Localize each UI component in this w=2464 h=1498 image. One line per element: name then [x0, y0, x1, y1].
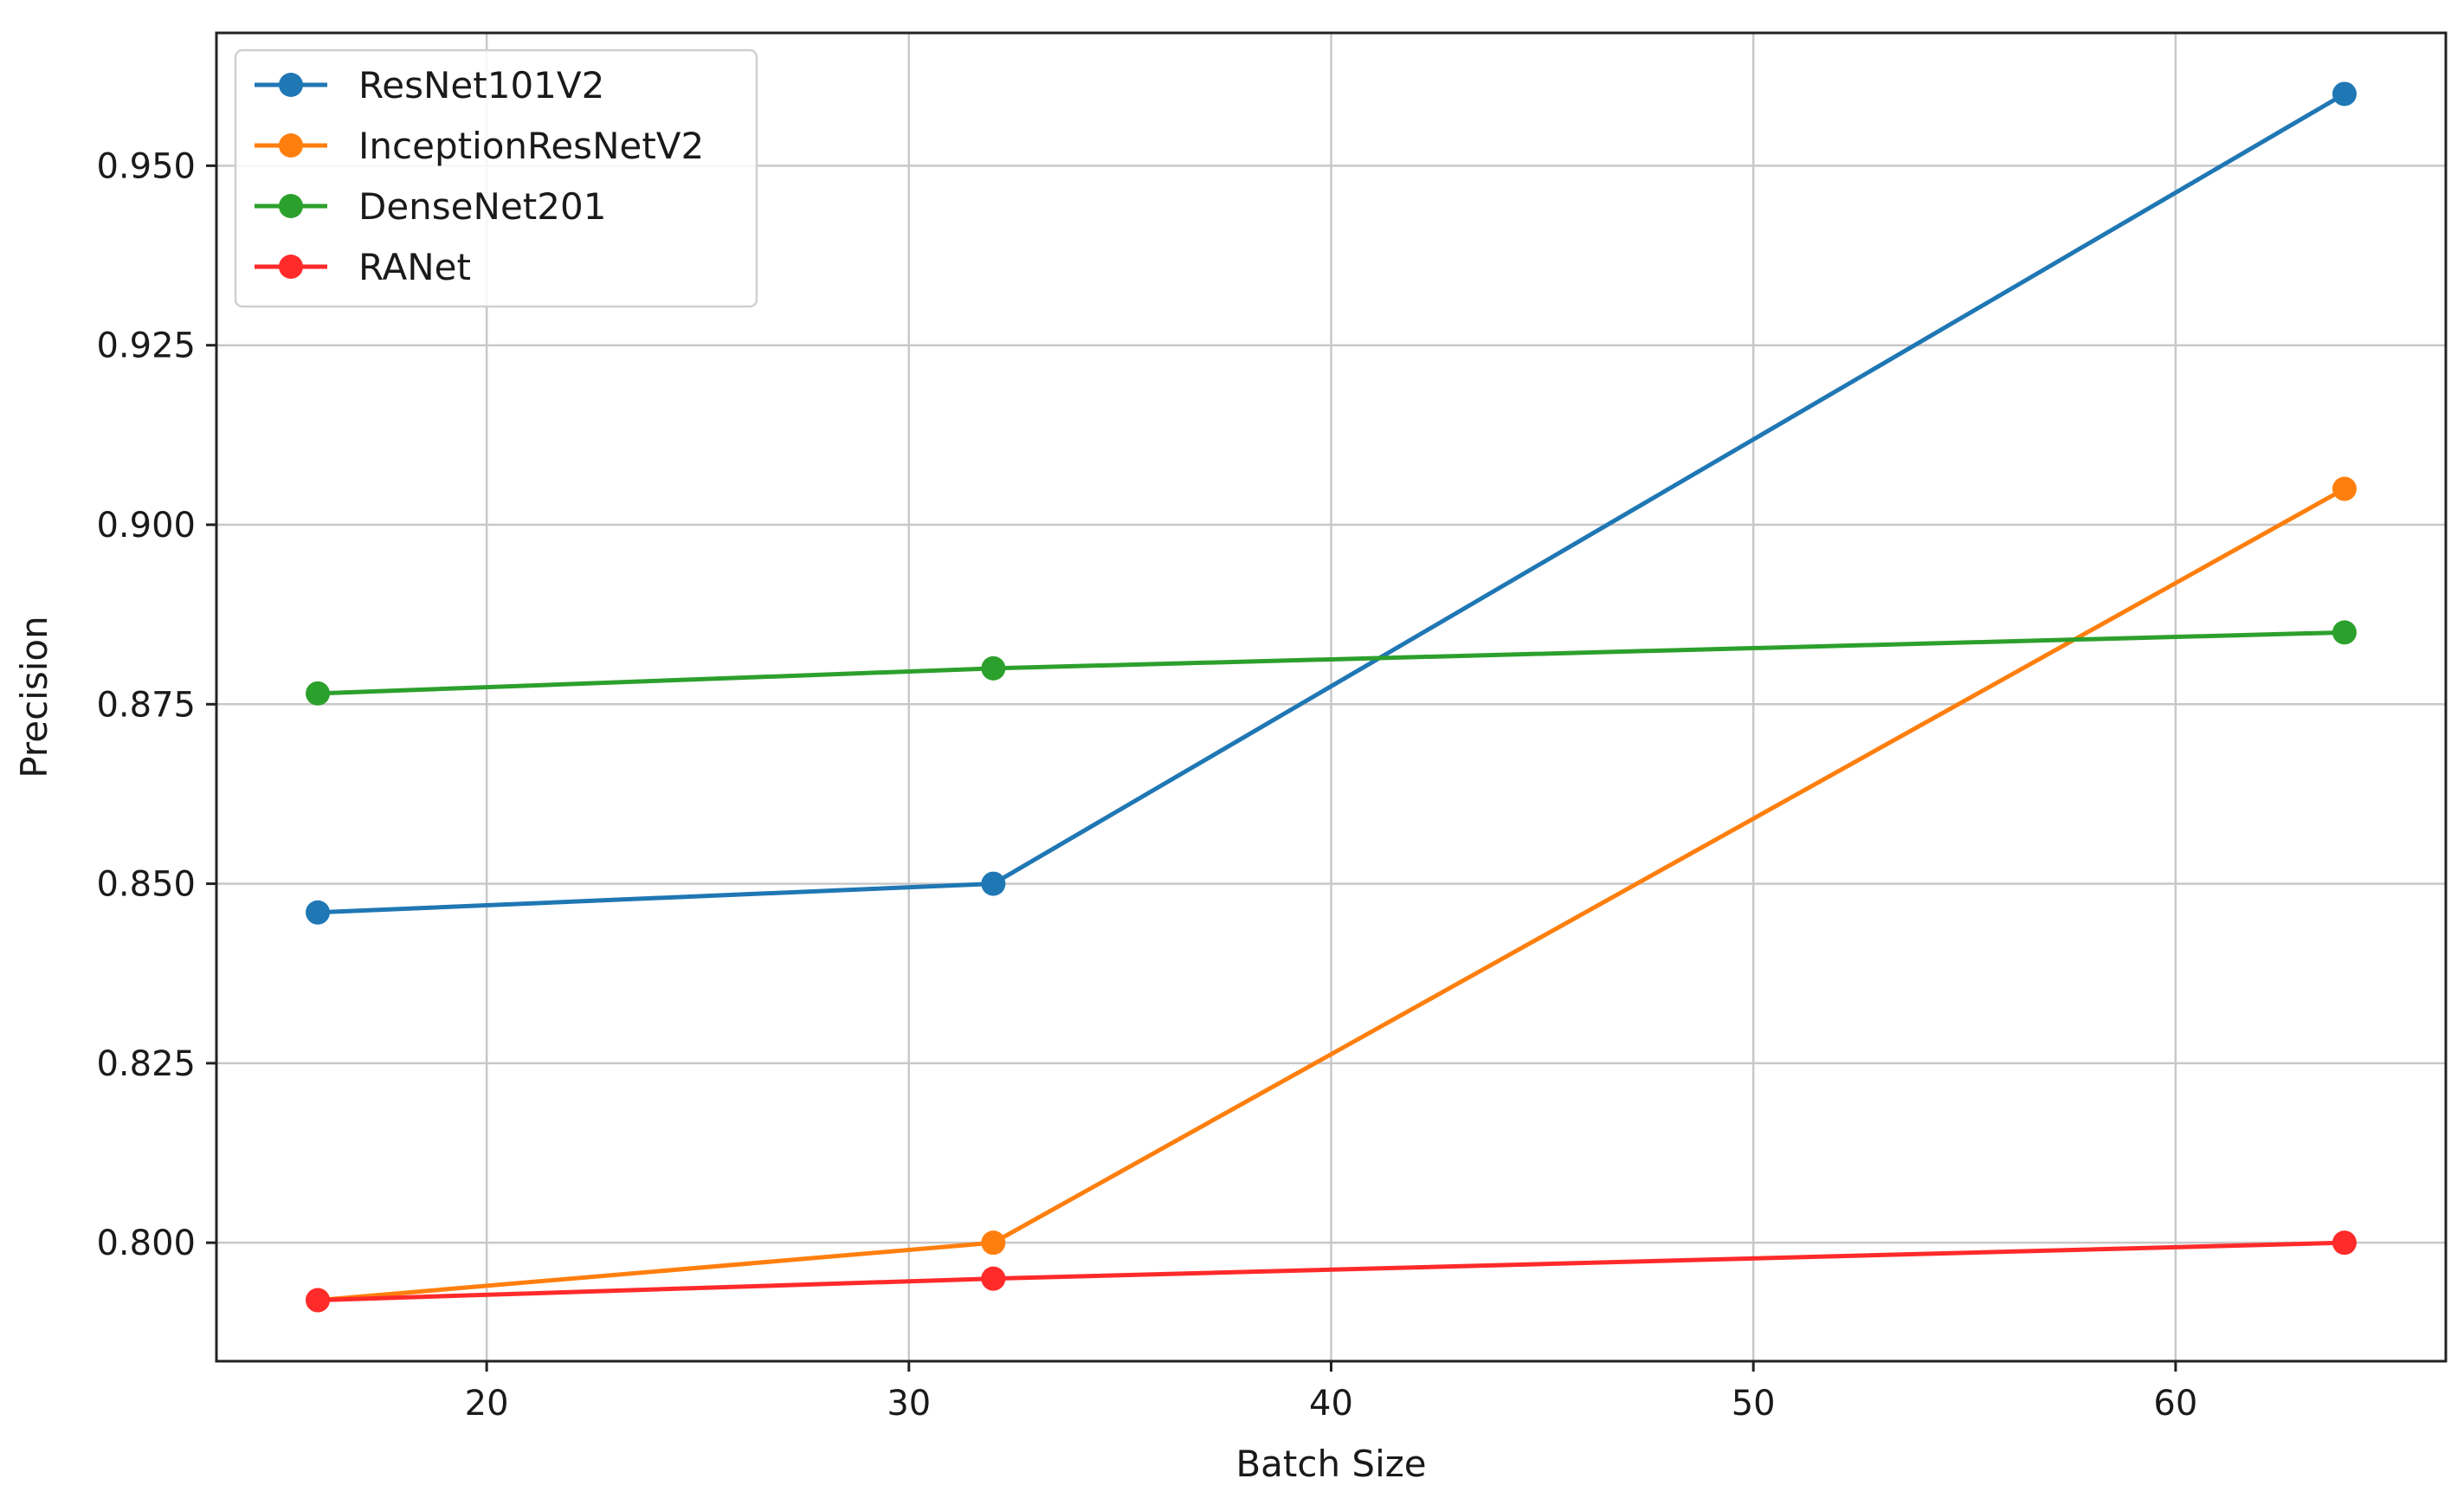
- y-tick-label: 0.825: [96, 1044, 196, 1084]
- x-axis-title: Batch Size: [1235, 1443, 1426, 1485]
- y-tick-label: 0.950: [96, 146, 196, 186]
- data-point-inceptionresnetv2: [2332, 476, 2357, 501]
- data-point-resnet101v2: [306, 900, 331, 925]
- legend-swatch-marker: [279, 73, 303, 97]
- legend-label: RANet: [358, 246, 471, 288]
- legend-swatch-marker: [279, 194, 303, 218]
- ticks-layer: 20 30 40 50 60 0.800 0.825 0.850 0.875 0.900 0.925…: [96, 146, 2197, 1424]
- data-point-densenet201: [306, 681, 331, 706]
- x-tick-label: 20: [465, 1384, 509, 1424]
- x-tick-label: 30: [887, 1384, 931, 1424]
- legend-label: InceptionResNetV2: [358, 125, 704, 167]
- y-tick-label: 0.875: [96, 685, 196, 725]
- series-ranet: [306, 1230, 2357, 1313]
- data-point-inceptionresnetv2: [981, 1230, 1006, 1256]
- y-axis-title: Precision: [13, 616, 55, 778]
- y-tick-label: 0.900: [96, 506, 196, 546]
- series-densenet201: [306, 620, 2357, 706]
- legend-item-resnet101v2: ResNet101V2: [255, 64, 604, 107]
- legend-label: ResNet101V2: [358, 64, 604, 107]
- legend-swatch-marker: [279, 133, 303, 158]
- x-tick-label: 60: [2153, 1384, 2197, 1424]
- data-point-resnet101v2: [981, 871, 1006, 896]
- legend-item-ranet: RANet: [255, 246, 471, 288]
- legend-item-inceptionresnetv2: InceptionResNetV2: [255, 125, 704, 167]
- data-point-densenet201: [981, 655, 1006, 681]
- legend: ResNet101V2 InceptionResNetV2 DenseNet201 R…: [234, 48, 758, 308]
- y-tick-label: 0.925: [96, 326, 196, 366]
- y-tick-label: 0.850: [96, 865, 196, 905]
- data-point-ranet: [2332, 1230, 2357, 1256]
- legend-label: DenseNet201: [358, 185, 606, 228]
- x-tick-label: 40: [1309, 1384, 1353, 1424]
- data-point-ranet: [306, 1288, 331, 1313]
- series-resnet101v2: [306, 81, 2357, 925]
- data-point-ranet: [981, 1266, 1006, 1291]
- legend-box: [234, 48, 758, 308]
- series-layer: [306, 81, 2357, 1313]
- x-tick-label: 50: [1732, 1384, 1776, 1424]
- data-point-resnet101v2: [2332, 81, 2357, 107]
- y-tick-label: 0.800: [96, 1224, 196, 1263]
- legend-swatch-marker: [279, 255, 303, 279]
- data-point-densenet201: [2332, 620, 2357, 645]
- legend-item-densenet201: DenseNet201: [255, 185, 606, 228]
